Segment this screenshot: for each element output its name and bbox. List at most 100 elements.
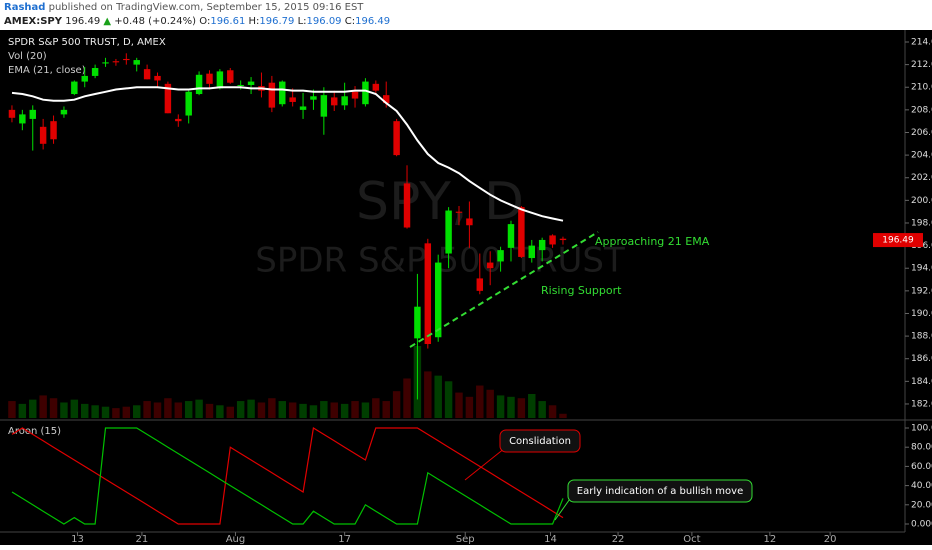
volume-bar bbox=[122, 406, 131, 418]
candle-body bbox=[403, 183, 411, 228]
volume-bar bbox=[288, 402, 297, 418]
callout-pointer bbox=[464, 447, 506, 481]
candle-body bbox=[8, 109, 16, 118]
volume-bar bbox=[548, 405, 557, 418]
candle-body bbox=[351, 91, 359, 99]
quote-label: L: bbox=[297, 16, 307, 27]
volume-bar bbox=[444, 381, 453, 418]
candle-body bbox=[549, 235, 556, 245]
candle-body bbox=[268, 82, 276, 108]
candle-body bbox=[227, 70, 234, 83]
volume-bar bbox=[226, 406, 235, 418]
candle-body bbox=[466, 218, 473, 226]
candle-body bbox=[383, 95, 390, 104]
candle-body bbox=[175, 118, 182, 122]
candle-body bbox=[102, 62, 109, 64]
volume-bar bbox=[101, 406, 110, 418]
y-tick-label: 100.0000 bbox=[911, 423, 932, 433]
annotation: Early indication of a bullish move bbox=[577, 486, 743, 497]
candle-body bbox=[112, 61, 120, 63]
y-tick-label: 190.00 bbox=[911, 309, 932, 319]
candle-body bbox=[310, 96, 317, 100]
volume-bar bbox=[486, 389, 494, 418]
pane-title: SPDR S&P 500 TRUST, D, AMEX bbox=[8, 37, 166, 48]
y-tick-label: 40.0000 bbox=[911, 481, 932, 491]
volume-bar bbox=[18, 403, 27, 418]
volume-bar bbox=[49, 398, 58, 418]
watermark: SPY, D bbox=[356, 172, 524, 232]
support-line bbox=[409, 231, 599, 348]
symbol: AMEX:SPY bbox=[4, 16, 63, 27]
quote-value: 196.09 bbox=[306, 16, 342, 27]
y-tick-label: 182.00 bbox=[911, 399, 932, 409]
volume-bar bbox=[174, 402, 183, 418]
quote-label: O: bbox=[199, 16, 211, 27]
volume-bar bbox=[143, 401, 151, 418]
y-tick-label: 214.00 bbox=[911, 37, 932, 47]
last-price-label: 196.49 bbox=[882, 236, 914, 246]
annotation: Rising Support bbox=[541, 284, 622, 297]
volume-bar bbox=[132, 405, 141, 418]
x-tick-label: Aug bbox=[226, 534, 246, 545]
candle-body bbox=[206, 73, 213, 84]
candle-body bbox=[50, 121, 57, 140]
legend-entry: EMA (21, close) bbox=[8, 65, 86, 76]
volume-bar bbox=[153, 402, 162, 418]
candle-body bbox=[289, 97, 296, 102]
background bbox=[0, 30, 932, 545]
candle-body bbox=[29, 109, 36, 119]
volume-bar bbox=[538, 401, 546, 418]
volume-bar bbox=[361, 402, 370, 418]
candle-body bbox=[445, 210, 452, 254]
y-tick-label: 186.00 bbox=[911, 354, 932, 364]
candle-body bbox=[455, 211, 463, 213]
volume-bar bbox=[330, 402, 338, 418]
volume-bar bbox=[91, 405, 99, 418]
x-tick-label: 22 bbox=[612, 534, 625, 545]
candle-body bbox=[528, 245, 535, 259]
volume-bar bbox=[39, 395, 47, 418]
volume-bar bbox=[164, 398, 172, 418]
pane-title: Aroon (15) bbox=[8, 426, 61, 437]
annotation: Conslidation bbox=[509, 436, 571, 447]
candle-body bbox=[518, 207, 525, 257]
volume-bar bbox=[455, 392, 463, 418]
aroon-line bbox=[11, 427, 564, 525]
volume-bar bbox=[351, 401, 359, 418]
y-tick-label: 204.00 bbox=[911, 151, 932, 161]
y-tick-label: 60.0000 bbox=[911, 462, 932, 472]
candle-body bbox=[164, 83, 172, 114]
volume-bar bbox=[60, 402, 68, 418]
y-tick-label: 206.00 bbox=[911, 128, 932, 138]
y-tick-label: 80.0000 bbox=[911, 443, 932, 453]
callout-box bbox=[499, 429, 581, 453]
quote-label: H: bbox=[248, 16, 260, 27]
x-tick-label: 13 bbox=[71, 534, 84, 545]
x-tick-label: 14 bbox=[544, 534, 557, 545]
volume-bar bbox=[257, 402, 266, 418]
y-tick-label: 200.00 bbox=[911, 196, 932, 206]
volume-bar bbox=[195, 399, 203, 418]
x-tick-label: 12 bbox=[763, 534, 776, 545]
candle-body bbox=[216, 71, 224, 89]
annotation: Approaching 21 EMA bbox=[595, 235, 710, 248]
last-price-box bbox=[873, 233, 923, 248]
volume-bar bbox=[29, 399, 37, 418]
volume-bar bbox=[216, 405, 224, 418]
volume-bar bbox=[496, 395, 505, 418]
marks: 182.00 184.00 186.00 188.00 190.00 192.00 194.… bbox=[8, 37, 932, 545]
candle-body bbox=[424, 243, 432, 345]
candle-body bbox=[320, 95, 328, 117]
volume-bar bbox=[309, 405, 318, 418]
candle-body bbox=[39, 126, 47, 144]
ema-line bbox=[11, 86, 564, 222]
volume-bar bbox=[382, 401, 390, 418]
candle-body bbox=[362, 81, 369, 105]
candle-body bbox=[476, 278, 484, 291]
y-tick-label: 208.00 bbox=[911, 105, 932, 115]
author[interactable]: Rashad bbox=[4, 2, 46, 13]
quote-value: 196.79 bbox=[259, 16, 295, 27]
volume-bar bbox=[268, 398, 276, 418]
volume-bar bbox=[247, 399, 255, 418]
candle-body bbox=[434, 262, 442, 338]
